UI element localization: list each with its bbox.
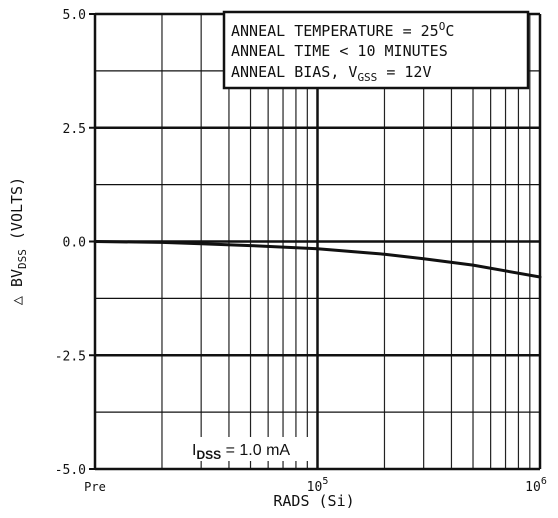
y-tick-label: 5.0 (63, 8, 86, 23)
series-layer (93, 240, 542, 279)
condition-label-bg (186, 437, 314, 461)
y-tick-label: -2.5 (55, 349, 86, 364)
x-tick-label: 105 (307, 476, 329, 495)
y-tick-label: -5.0 (55, 463, 86, 478)
series-line-0 (93, 240, 542, 279)
y-tick-label: 0.0 (63, 236, 86, 251)
annotation-line-2: ANNEAL TIME < 10 MINUTES (231, 42, 448, 60)
x-tick-label: 106 (525, 476, 547, 495)
condition-label: IDSS = 1.0 mA (186, 437, 314, 462)
grid-layer (93, 12, 542, 471)
x-tick-label: Pre (84, 480, 106, 494)
annotation-box: ANNEAL TEMPERATURE = 25OC ANNEAL TIME < … (222, 10, 530, 90)
condition-label-text: IDSS = 1.0 mA (192, 442, 290, 462)
annotation-line-3: ANNEAL BIAS, VGSS = 12V (231, 63, 432, 84)
annotation-box-frame (222, 10, 530, 90)
y-tick-label: 2.5 (63, 122, 86, 137)
annotation-line-1: ANNEAL TEMPERATURE = 25OC (231, 20, 454, 40)
tick-layer: 5.0 2.5 0.0 -2.5 -5.0 Pre 105 106 (55, 8, 547, 495)
x-axis-label: RADS (Si) (273, 492, 354, 510)
y-axis-label: △ BVDSS (VOLTS) (8, 177, 29, 305)
